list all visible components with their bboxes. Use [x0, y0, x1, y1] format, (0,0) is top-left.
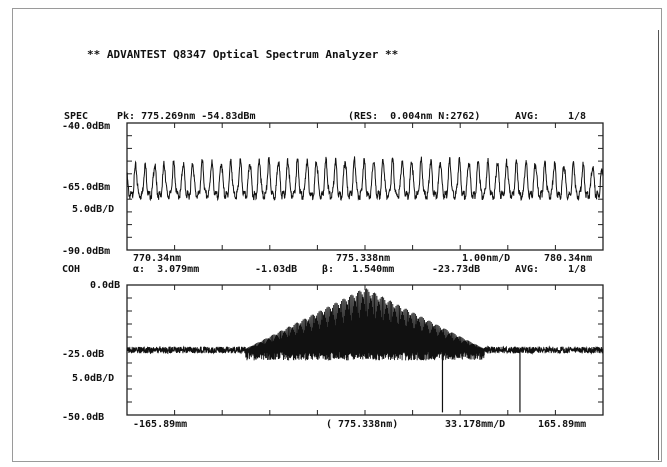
spec-plot	[126, 122, 604, 251]
spec-mode-label: SPEC	[64, 111, 89, 122]
coh-ref-mid: -25.0dB	[62, 349, 105, 360]
coh-mode-label: COH	[62, 264, 81, 275]
spec-ref-mid: -65.0dBm	[62, 182, 111, 193]
spec-avg-value: 1/8	[568, 111, 587, 122]
coh-avg-label: AVG:	[515, 264, 540, 275]
coh-beta-db: -23.73dB	[432, 264, 481, 275]
spec-ref-bottom: -90.0dBm	[62, 246, 111, 257]
spec-resolution-readout: (RES: 0.004nm N:2762)	[348, 111, 481, 122]
coh-beta-readout: β: 1.540mm	[322, 264, 395, 275]
coh-trace	[126, 288, 604, 361]
coh-ref-bottom: -50.0dB	[62, 412, 105, 423]
coh-x-stop: 165.89mm	[538, 419, 587, 430]
coh-scale: 5.0dB/D	[72, 373, 115, 384]
coh-x-start: -165.89mm	[133, 419, 188, 430]
screen-edge-line	[658, 30, 659, 460]
spec-plot-frame	[126, 122, 604, 251]
spec-peak-readout: Pk: 775.269nm -54.83dBm	[117, 111, 256, 122]
spec-trace	[126, 156, 604, 202]
coh-alpha-readout: α: 3.079mm	[133, 264, 200, 275]
spec-x-div: 1.00nm/D	[462, 253, 511, 264]
coh-alpha-db: -1.03dB	[255, 264, 298, 275]
spec-x-stop: 780.34nm	[544, 253, 593, 264]
spec-avg-label: AVG:	[515, 111, 540, 122]
page-title: ** ADVANTEST Q8347 Optical Spectrum Anal…	[87, 48, 399, 61]
spec-x-center: 775.338nm	[336, 253, 391, 264]
coh-ref-top: 0.0dB	[90, 280, 121, 291]
instrument-screen	[12, 8, 662, 462]
coh-plot	[126, 284, 604, 416]
coh-x-div: 33.178mm/D	[445, 419, 506, 430]
coh-x-center: ( 775.338nm)	[326, 419, 399, 430]
spec-x-start: 770.34nm	[133, 253, 182, 264]
spec-scale: 5.0dB/D	[72, 204, 115, 215]
spec-ref-top: -40.0dBm	[62, 121, 111, 132]
coh-avg-value: 1/8	[568, 264, 587, 275]
